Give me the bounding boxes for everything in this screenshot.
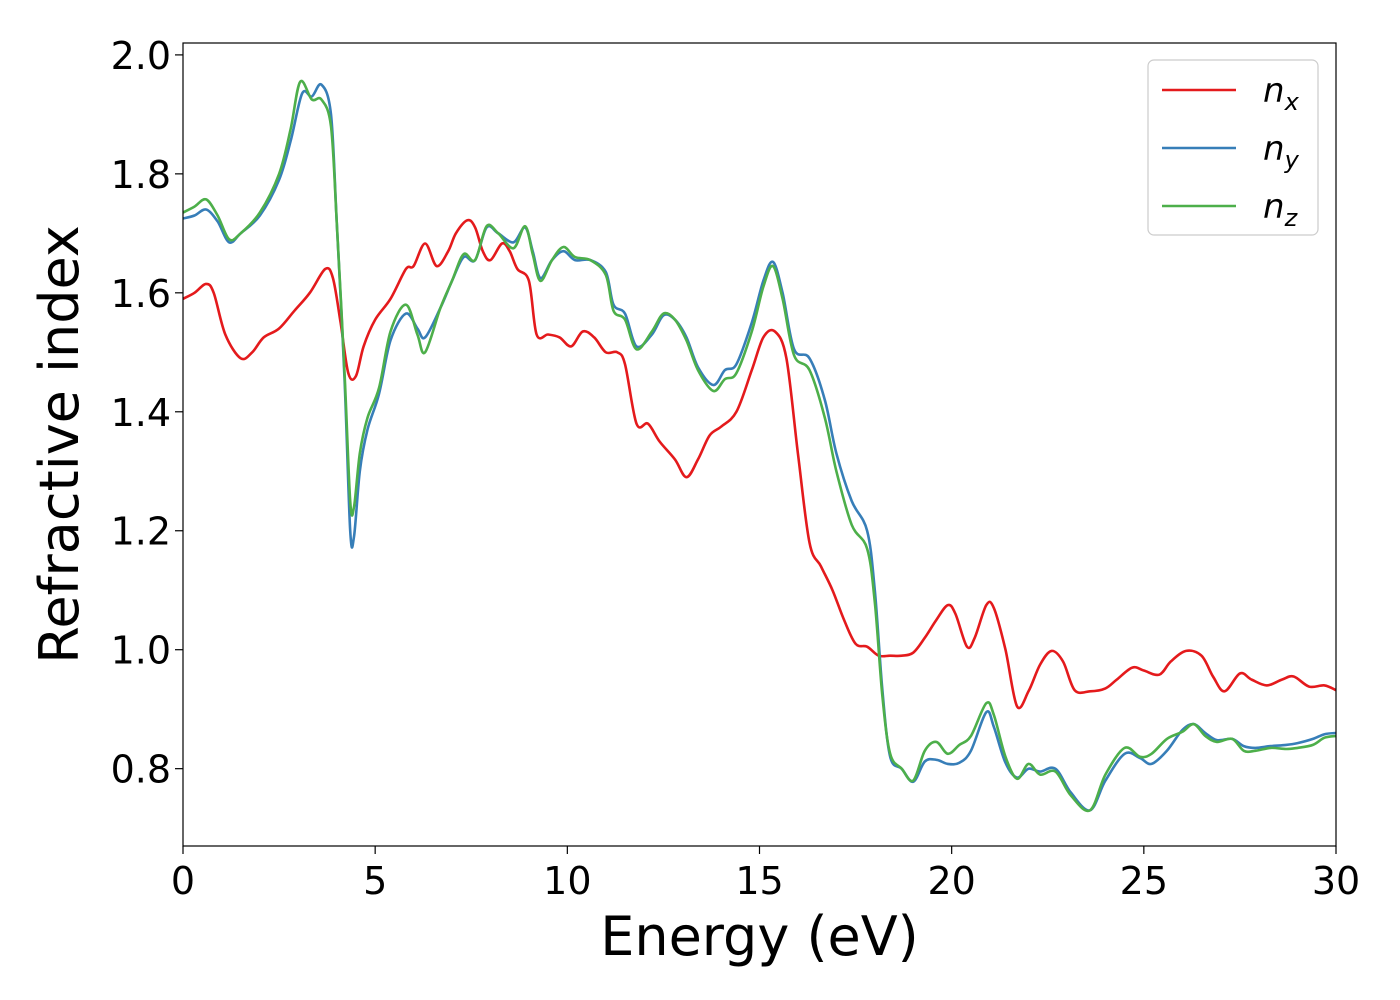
legend-label-y: ny <box>1263 129 1300 174</box>
series-line-z <box>182 79 1337 813</box>
ticks-layer: 0 5 10 15 20 25 30 0.8 1.0 1.2 1.4 1.6 1.8 2.0 <box>111 34 1361 903</box>
y-tick-label: 1.0 <box>111 629 171 673</box>
x-tick-label: 10 <box>543 859 591 903</box>
legend: nx ny nz <box>1147 59 1319 236</box>
legend-label-x: nx <box>1263 71 1300 116</box>
x-tick-label: 25 <box>1120 859 1168 903</box>
x-tick-label: 20 <box>927 859 975 903</box>
y-axis-title: Refractive index <box>28 225 91 664</box>
y-tick-label: 2.0 <box>111 34 171 78</box>
x-tick-label: 30 <box>1312 859 1360 903</box>
series-line-y <box>182 82 1337 812</box>
y-tick-label: 1.4 <box>111 391 171 435</box>
series-line-x <box>182 218 1337 710</box>
legend-label-z: nz <box>1263 187 1299 232</box>
x-tick-label: 15 <box>735 859 783 903</box>
x-tick-label: 0 <box>171 859 195 903</box>
y-tick-label: 1.2 <box>111 510 171 554</box>
x-tick-label: 5 <box>363 859 387 903</box>
x-axis-title: Energy (eV) <box>600 905 919 968</box>
y-tick-label: 1.8 <box>111 153 171 197</box>
y-tick-label: 1.6 <box>111 272 171 316</box>
y-tick-label: 0.8 <box>111 748 171 792</box>
series-layer <box>182 79 1337 813</box>
